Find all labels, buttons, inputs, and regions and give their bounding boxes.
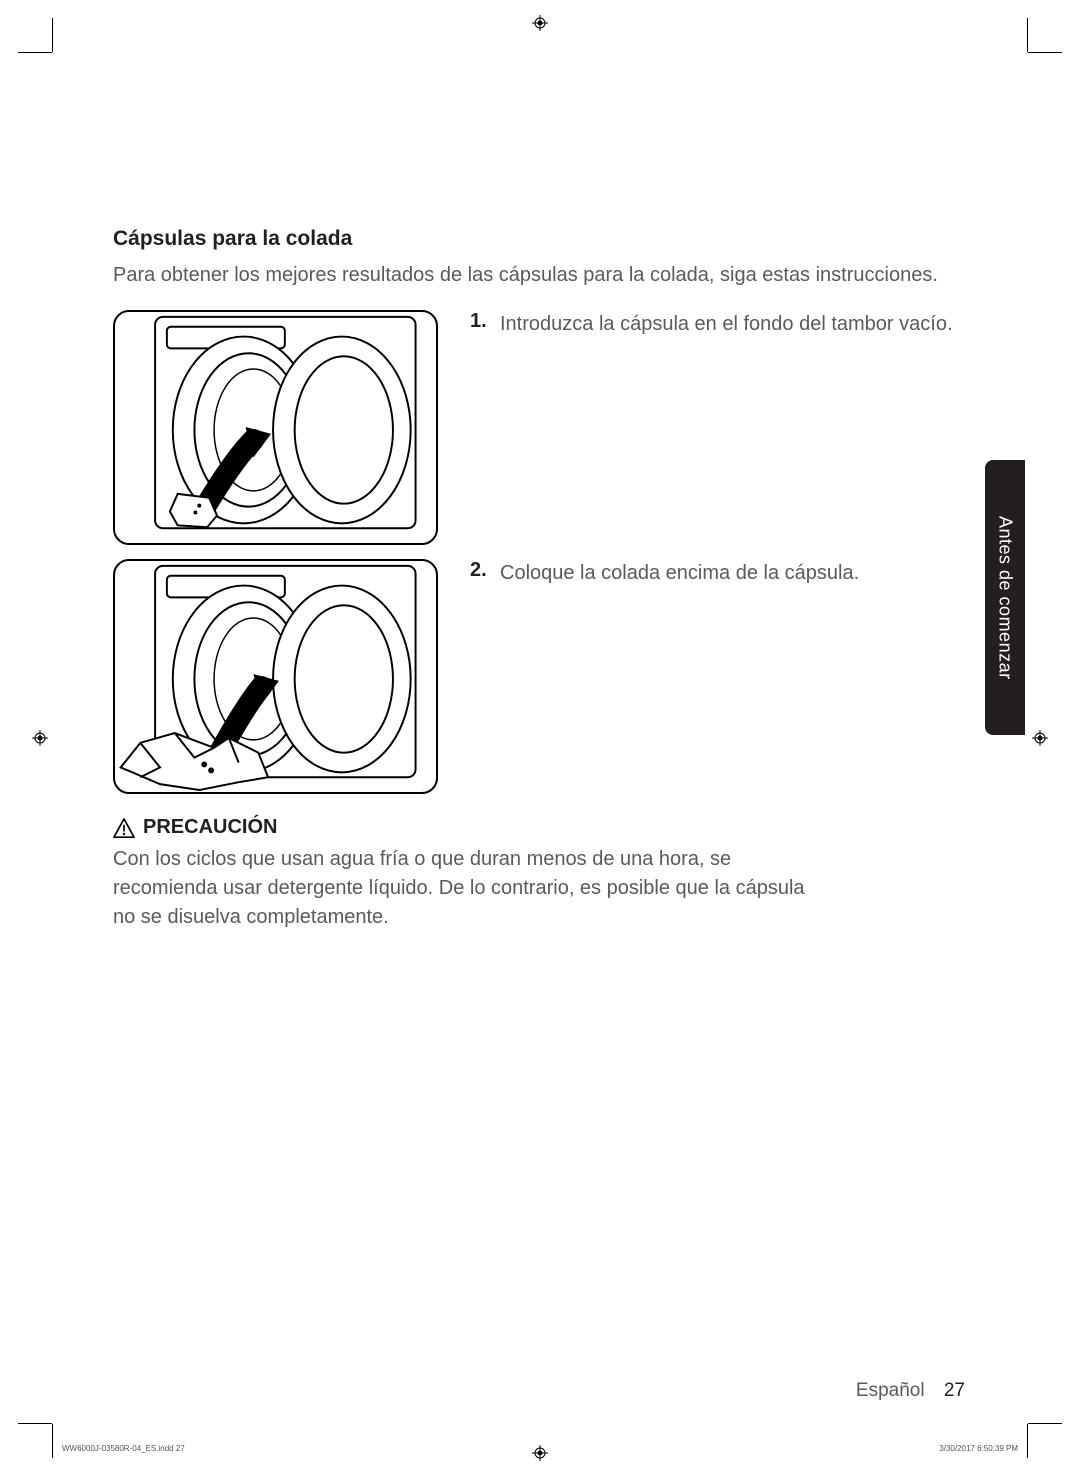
footer-language: Español <box>856 1380 925 1401</box>
registration-mark-icon <box>532 1445 548 1461</box>
step-1-text: 1. Introduzca la cápsula en el fondo del… <box>470 310 967 338</box>
crop-mark <box>1027 18 1028 52</box>
registration-mark-icon <box>532 15 548 31</box>
warning-icon <box>113 818 135 838</box>
page-body: Cápsulas para la colada Para obtener los… <box>55 55 1025 1421</box>
caution-block: PRECAUCIÓN Con los ciclos que usan agua … <box>113 816 967 932</box>
crop-mark <box>1028 1423 1062 1424</box>
step-2-text: 2. Coloque la colada encima de la cápsul… <box>470 559 967 587</box>
print-metadata-right: 3/30/2017 6:50:39 PM <box>939 1444 1018 1453</box>
caution-heading: PRECAUCIÓN <box>113 816 967 839</box>
illustration-laundry-in-drum <box>113 559 438 794</box>
print-metadata-left: WW6000J-03580R-04_ES.indd 27 <box>62 1444 185 1453</box>
crop-mark <box>52 18 53 52</box>
crop-mark <box>18 52 52 53</box>
side-tab: Antes de comenzar <box>985 460 1025 735</box>
step-body: Coloque la colada encima de la cápsula. <box>500 559 859 587</box>
step-number: 2. <box>470 559 490 587</box>
caution-body: Con los ciclos que usan agua fría o que … <box>113 845 813 932</box>
crop-mark <box>1027 1424 1028 1458</box>
step-number: 1. <box>470 310 490 338</box>
section-title: Cápsulas para la colada <box>113 227 967 251</box>
lead-paragraph: Para obtener los mejores resultados de l… <box>113 261 967 290</box>
main-content: Cápsulas para la colada Para obtener los… <box>113 227 967 932</box>
registration-mark-icon <box>1032 730 1048 746</box>
crop-mark <box>1028 52 1062 53</box>
step-1: 1. Introduzca la cápsula en el fondo del… <box>113 310 967 545</box>
side-tab-label: Antes de comenzar <box>995 516 1016 680</box>
illustration-capsule-in-drum <box>113 310 438 545</box>
footer-page-number: 27 <box>944 1380 965 1401</box>
crop-mark <box>18 1423 52 1424</box>
step-body: Introduzca la cápsula en el fondo del ta… <box>500 310 953 338</box>
page-footer: Español 27 <box>856 1380 965 1402</box>
registration-mark-icon <box>32 730 48 746</box>
caution-label: PRECAUCIÓN <box>143 816 277 839</box>
crop-mark <box>52 1424 53 1458</box>
step-2: 2. Coloque la colada encima de la cápsul… <box>113 559 967 794</box>
